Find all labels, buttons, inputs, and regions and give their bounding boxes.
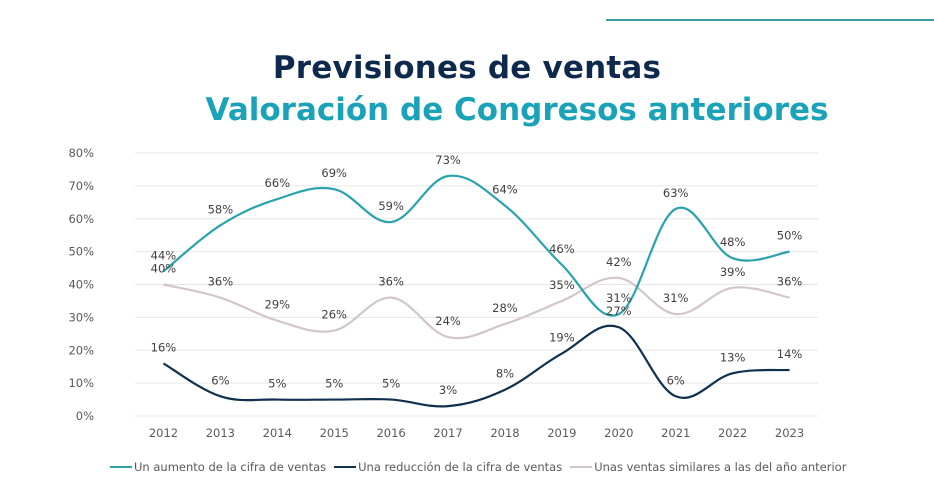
data-label: 36% — [777, 275, 803, 289]
x-tick-label: 2018 — [490, 426, 519, 440]
data-label: 40% — [151, 262, 177, 276]
data-label: 48% — [720, 235, 746, 249]
data-label: 5% — [325, 377, 343, 391]
data-label: 66% — [265, 176, 291, 190]
legend-swatch — [110, 466, 132, 468]
data-label: 58% — [208, 202, 234, 216]
data-label: 24% — [435, 314, 461, 328]
data-label: 31% — [606, 291, 632, 305]
chart-subtitle: Valoración de Congresos anteriores — [205, 92, 829, 128]
x-tick-label: 2021 — [661, 426, 690, 440]
chart-title: Previsiones de ventas — [272, 50, 662, 86]
legend-swatch — [334, 466, 357, 468]
y-tick-label: 80% — [68, 146, 94, 160]
data-label: 5% — [268, 377, 286, 391]
data-label: 6% — [211, 373, 229, 387]
data-label: 64% — [492, 183, 518, 197]
y-tick-label: 0% — [76, 409, 94, 423]
data-label: 14% — [777, 347, 803, 361]
legend-item: Un aumento de la cifra de ventas — [110, 460, 326, 474]
y-tick-label: 30% — [68, 310, 94, 324]
y-tick-label: 20% — [68, 343, 94, 357]
legend-label: Una reducción de la cifra de ventas — [358, 460, 563, 474]
data-label: 28% — [492, 301, 518, 315]
data-label: 50% — [777, 229, 803, 243]
data-label: 35% — [549, 278, 575, 292]
x-tick-label: 2022 — [718, 426, 747, 440]
data-label: 3% — [439, 383, 457, 397]
series-line — [163, 276, 790, 340]
legend-label: Un aumento de la cifra de ventas — [134, 460, 327, 474]
series-line — [162, 324, 790, 408]
data-label: 36% — [378, 275, 404, 289]
x-tick-label: 2020 — [604, 426, 633, 440]
data-label: 13% — [720, 350, 746, 364]
data-label: 8% — [496, 367, 514, 381]
legend-label: Unas ventas similares a las del año ante… — [594, 460, 847, 474]
x-tick-label: 2012 — [149, 426, 178, 440]
y-tick-label: 40% — [68, 278, 94, 292]
y-tick-label: 50% — [68, 245, 94, 259]
data-label: 26% — [321, 308, 347, 322]
x-tick-label: 2014 — [263, 426, 292, 440]
x-tick-label: 2019 — [547, 426, 576, 440]
data-label: 63% — [663, 186, 689, 200]
data-label: 19% — [549, 331, 575, 345]
y-tick-label: 10% — [68, 376, 94, 390]
data-label: 6% — [667, 373, 685, 387]
data-label: 59% — [378, 199, 404, 213]
data-label: 16% — [151, 340, 177, 354]
series-line — [162, 174, 790, 317]
x-tick-label: 2023 — [775, 426, 804, 440]
data-label: 5% — [382, 377, 400, 391]
data-label: 36% — [208, 275, 234, 289]
x-tick-label: 2017 — [433, 426, 462, 440]
decorative-top-line — [606, 19, 934, 21]
data-label: 44% — [151, 248, 177, 262]
chart-legend: Un aumento de la cifra de ventas Una redu… — [110, 460, 870, 474]
legend-item: Una reducción de la cifra de ventas — [334, 460, 562, 474]
data-label: 46% — [549, 242, 575, 256]
data-label: 39% — [720, 265, 746, 279]
legend-item: Unas ventas similares a las del año ante… — [570, 460, 846, 474]
x-tick-label: 2013 — [206, 426, 235, 440]
x-tick-label: 2016 — [376, 426, 405, 440]
legend-swatch — [570, 466, 593, 468]
data-label: 31% — [663, 291, 689, 305]
y-tick-label: 70% — [68, 179, 94, 193]
data-label: 27% — [606, 304, 632, 318]
data-label: 73% — [435, 153, 461, 167]
data-label: 42% — [606, 255, 632, 269]
data-label: 29% — [265, 298, 291, 312]
y-tick-label: 60% — [68, 212, 94, 226]
x-tick-label: 2015 — [320, 426, 349, 440]
data-label: 69% — [321, 166, 347, 180]
